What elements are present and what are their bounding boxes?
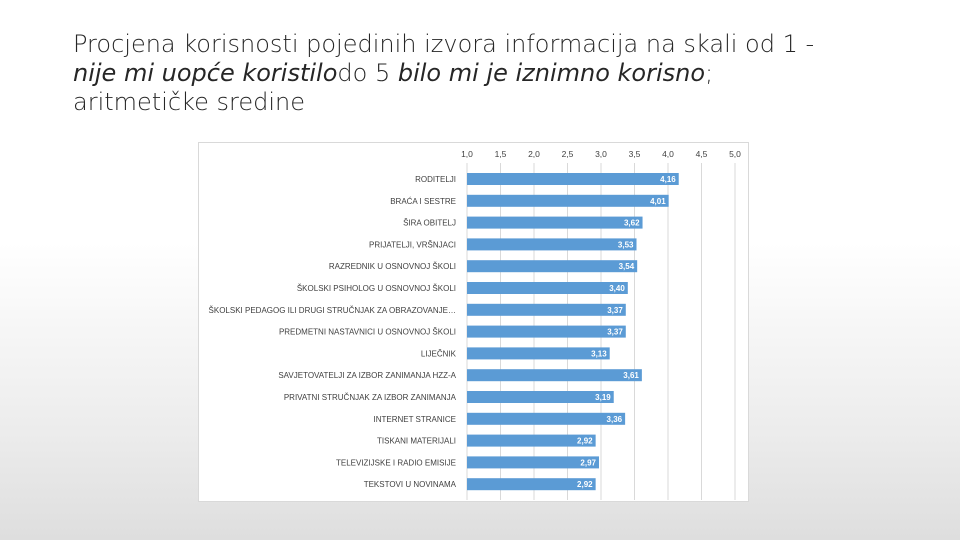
bar	[467, 173, 679, 185]
data-label: 3,61	[623, 371, 639, 380]
bar	[467, 347, 610, 360]
category-label: RAZREDNIK U OSNOVNOJ ŠKOLI	[329, 262, 456, 271]
title-italic-scale-max: bilo mi je iznimno korisno	[397, 59, 706, 87]
data-label: 3,37	[607, 328, 623, 337]
bar	[467, 194, 669, 207]
category-label: LIJEČNIK	[421, 349, 457, 358]
data-label: 3,53	[618, 240, 634, 249]
x-tick-label: 3,5	[629, 149, 641, 159]
title-line1: Procjena korisnosti pojedinih izvora inf…	[73, 30, 815, 58]
bar	[467, 260, 638, 273]
data-label: 3,37	[607, 306, 623, 315]
x-tick-label: 1,0	[461, 149, 473, 159]
data-label: 2,97	[580, 458, 596, 467]
x-tick-label: 5,0	[729, 149, 741, 159]
x-tick-label: 4,0	[662, 149, 674, 159]
x-tick-label: 3,0	[595, 149, 607, 159]
data-label: 4,01	[650, 197, 666, 206]
data-label: 3,19	[595, 393, 611, 402]
data-label: 3,54	[619, 262, 635, 271]
data-label: 3,62	[624, 219, 640, 228]
data-label: 4,16	[660, 175, 676, 184]
data-label: 2,92	[577, 437, 593, 446]
x-tick-label: 4,5	[696, 149, 708, 159]
category-label: PREDMETNI NASTAVNICI U OSNOVNOJ ŠKOLI	[279, 328, 456, 337]
category-label: PRIVATNI STRUČNJAK ZA IZBOR ZANIMANJA	[284, 393, 457, 402]
title-line3: aritmetičke sredine	[73, 88, 305, 116]
data-label: 3,13	[591, 349, 607, 358]
x-tick-label: 1,5	[495, 149, 507, 159]
category-label: INTERNET STRANICE	[373, 415, 456, 424]
category-label: PRIJATELJI, VRŠNJACI	[369, 240, 456, 249]
category-label: TEKSTOVI U NOVINAMA	[364, 480, 457, 489]
category-label: RODITELJI	[415, 175, 456, 184]
bar	[467, 282, 628, 294]
slide-title: Procjena korisnosti pojedinih izvora inf…	[73, 30, 933, 117]
bar	[467, 412, 626, 425]
title-italic-scale-min: nije mi uopće koristilo	[73, 59, 338, 87]
bar	[467, 369, 642, 382]
bar	[467, 434, 596, 447]
chart-frame: 1,0 1,5 2,0 2,5 3,0 3,5 4,0 4,5 5,0 4,16 RODITELJI…	[198, 142, 749, 502]
bar	[467, 325, 626, 338]
category-label: SAVJETOVATELJI ZA IZBOR ZANIMANJA HZZ-A	[278, 371, 456, 380]
category-label: BRAĆA I SESTRE	[390, 197, 456, 206]
category-label: TELEVIZIJSKE I RADIO EMISIJE	[336, 458, 456, 467]
title-end: ;	[705, 59, 714, 87]
title-middle: do 5	[337, 59, 398, 87]
x-tick-label: 2,0	[528, 149, 540, 159]
category-label: ŠIRA OBITELJ	[403, 219, 456, 228]
data-label: 3,40	[609, 284, 625, 293]
data-label: 3,36	[607, 415, 623, 424]
bar	[467, 216, 643, 229]
category-label: ŠKOLSKI PSIHOLOG U OSNOVNOJ ŠKOLI	[297, 284, 456, 293]
category-label: ŠKOLSKI PEDAGOG ILI DRUGI STRUČNJAK ZA O…	[209, 306, 456, 315]
bar	[467, 391, 614, 403]
data-label: 2,92	[577, 480, 593, 489]
category-label: TISKANI MATERIJALI	[377, 437, 456, 446]
bar	[467, 456, 599, 469]
x-tick-label: 2,5	[562, 149, 574, 159]
bar	[467, 303, 626, 316]
bar	[467, 238, 637, 251]
bar-chart: 1,0 1,5 2,0 2,5 3,0 3,5 4,0 4,5 5,0 4,16 RODITELJI…	[209, 149, 741, 500]
bar	[467, 478, 596, 491]
